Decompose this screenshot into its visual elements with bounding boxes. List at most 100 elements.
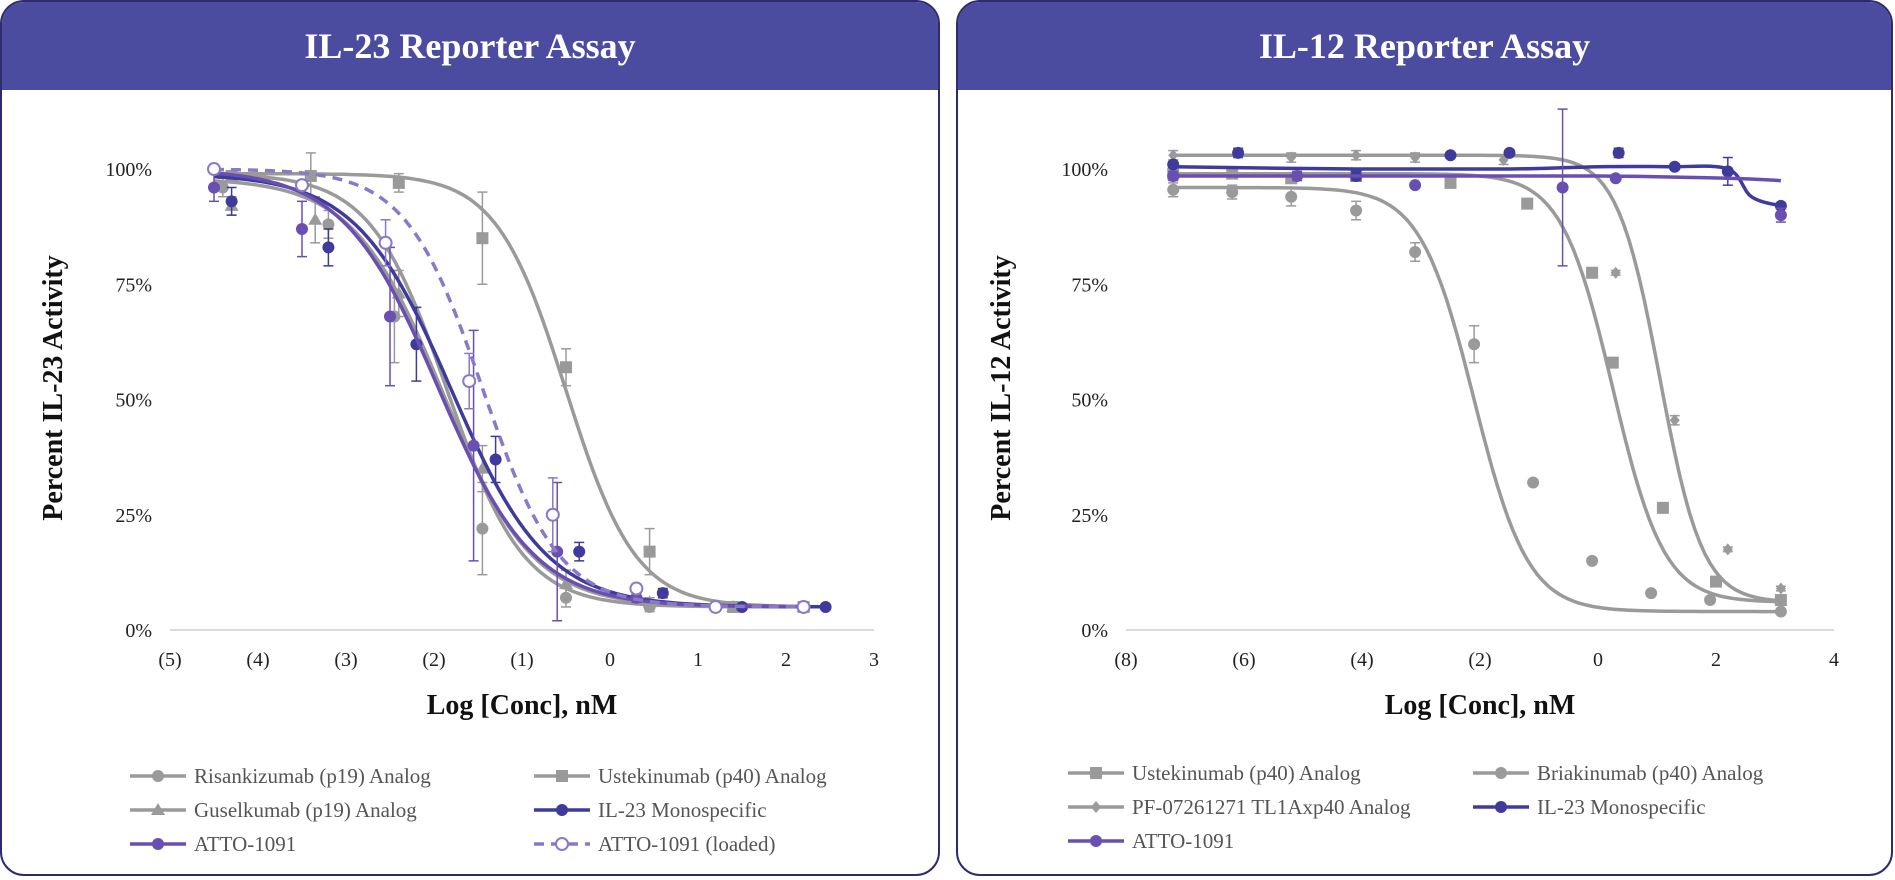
- series-pf-07261271-tl1axp40-analog: [1168, 149, 1786, 603]
- data-point: [1444, 176, 1457, 189]
- data-point: [560, 361, 572, 374]
- legend-swatch-marker: [152, 838, 164, 850]
- legend-item-guselkumab-p19-analog: Guselkumab (p19) Analog: [130, 798, 417, 822]
- data-point: [1232, 146, 1245, 159]
- data-point: [322, 241, 335, 254]
- data-point: [1409, 179, 1422, 192]
- legend-swatch-marker: [152, 770, 164, 782]
- data-point: [216, 181, 229, 194]
- data-point: [1645, 587, 1658, 600]
- data-point: [1226, 167, 1239, 180]
- legend-label: Risankizumab (p19) Analog: [194, 764, 431, 788]
- data-point: [1167, 158, 1180, 171]
- data-point: [1710, 575, 1722, 588]
- data-point: [1606, 356, 1619, 369]
- legend-item-il-23-monospecific: IL-23 Monospecific: [1473, 795, 1706, 819]
- data-point: [295, 178, 309, 193]
- legend-swatch-marker: [1090, 767, 1102, 779]
- y-tick-label: 25%: [1071, 505, 1108, 527]
- x-tick-label: (2): [422, 649, 445, 671]
- legend-item-briakinumab-p40-analog: Briakinumab (p40) Analog: [1473, 761, 1764, 785]
- data-point: [1168, 149, 1179, 162]
- data-point: [1468, 338, 1481, 351]
- y-tick-label: 100%: [1061, 159, 1108, 181]
- y-tick-label: 0%: [1081, 620, 1108, 642]
- il23-chart: (5) (4) (3) (2) (1) 0 1 2 3 0% 25% 50% 75% 100% Log [C…: [38, 152, 879, 856]
- y-tick-label: 50%: [1071, 390, 1108, 412]
- y-tick-label: 75%: [115, 274, 152, 296]
- legend-item-pf-07261271-tl1axp40-analog: PF-07261271 TL1Axp40 Analog: [1068, 795, 1411, 819]
- il23-chart-title: IL-23 Reporter Assay: [2, 2, 938, 90]
- data-point: [1609, 172, 1622, 185]
- y-tick-label: 25%: [115, 505, 152, 527]
- legend-swatch-marker: [555, 837, 569, 851]
- legend-swatch-marker: [1091, 801, 1101, 813]
- data-point: [1612, 146, 1625, 159]
- data-point: [1668, 160, 1681, 173]
- series-il-23-monospecific: [1167, 146, 1787, 212]
- legend-label: PF-07261271 TL1Axp40 Analog: [1132, 795, 1411, 819]
- data-point: [545, 507, 560, 522]
- data-point: [629, 581, 644, 596]
- legend-label: IL-23 Monospecific: [598, 798, 767, 822]
- series-ustekinumab-p40-analog: [214, 152, 810, 613]
- data-point: [1774, 209, 1787, 222]
- data-point: [476, 232, 489, 245]
- data-point: [559, 576, 573, 589]
- x-tick-label: (4): [246, 649, 269, 671]
- legend-swatch-marker: [556, 770, 568, 782]
- data-point: [1774, 605, 1787, 618]
- fit-line: [1173, 174, 1781, 183]
- x-tick-label: (3): [334, 649, 357, 671]
- il12-chart: (8) (6) (4) (2) 0 2 4 0% 25% 50% 75% 100% Log [Conc]…: [986, 108, 1839, 853]
- fit-line: [1173, 164, 1782, 208]
- y-tick-label: 0%: [125, 620, 152, 642]
- legend-swatch-marker: [151, 803, 165, 815]
- legend-item-ustekinumab-p40-analog: Ustekinumab (p40) Analog: [1068, 761, 1361, 785]
- data-point: [1351, 149, 1362, 162]
- data-point: [378, 235, 393, 250]
- data-point: [1444, 149, 1457, 162]
- x-tick-label: 0: [1593, 649, 1603, 671]
- x-tick-label: 4: [1829, 649, 1839, 671]
- legend-label: Ustekinumab (p40) Analog: [1132, 761, 1361, 785]
- y-axis-title: Percent IL-12 Activity: [986, 255, 1017, 520]
- legend-swatch-marker: [1495, 767, 1507, 779]
- data-point: [467, 439, 480, 452]
- legend: Ustekinumab (p40) Analog Briakinumab (p40…: [1068, 761, 1764, 853]
- fit-line: [1173, 171, 1781, 604]
- data-point: [1226, 186, 1239, 199]
- x-axis-title: Log [Conc], nM: [427, 690, 618, 721]
- x-tick-label: 1: [693, 649, 703, 671]
- data-point: [819, 600, 832, 613]
- y-tick-label: 50%: [115, 390, 152, 412]
- legend-item-atto-1091: ATTO-1091: [130, 832, 296, 856]
- data-point: [1527, 476, 1540, 489]
- data-point: [1775, 582, 1786, 595]
- series-risankizumab-p19-analog: [213, 172, 810, 613]
- fit-line: [213, 167, 804, 609]
- data-point: [384, 310, 396, 323]
- data-point: [208, 181, 220, 194]
- x-tick-label: (4): [1350, 649, 1373, 671]
- data-point: [1350, 204, 1363, 217]
- data-point: [207, 162, 221, 177]
- legend-item-il-23-monospecific: IL-23 Monospecific: [534, 798, 767, 822]
- data-point: [1291, 169, 1304, 182]
- series-briakinumab-p40-analog: [1167, 182, 1787, 618]
- legend-item-ustekinumab-p40-analog: Ustekinumab (p40) Analog: [534, 764, 827, 788]
- data-point: [476, 522, 489, 535]
- series-atto-1091-loaded: [207, 162, 811, 614]
- il12-chart-title: IL-12 Reporter Assay: [958, 2, 1891, 90]
- legend-swatch-marker: [1090, 835, 1102, 847]
- legend-label: ATTO-1091 (loaded): [598, 832, 776, 856]
- il23-panel: IL-23 Reporter Assay (5) (4) (3) (2) (1) 0 1 2 3…: [0, 0, 940, 876]
- data-point: [1669, 414, 1680, 427]
- data-point: [656, 587, 669, 600]
- il12-panel: IL-12 Reporter Assay (8) (6) (4) (2) 0 2 4 0% 25…: [956, 0, 1893, 876]
- data-point: [1410, 151, 1421, 164]
- data-point: [296, 222, 308, 235]
- y-tick-label: 75%: [1071, 274, 1108, 296]
- data-point: [708, 599, 723, 614]
- x-tick-label: (5): [158, 649, 181, 671]
